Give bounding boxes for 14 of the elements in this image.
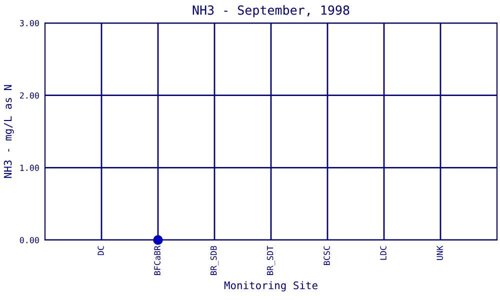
y-tick-label: 1.00 (20, 164, 39, 171)
x-tick-label: LDC (380, 246, 386, 260)
x-tick-label: UNK (436, 246, 443, 260)
x-tick-label: BR_SDB (210, 246, 219, 275)
x-axis-title: Monitoring Site (224, 281, 318, 292)
x-tick-label: BCSC (324, 246, 330, 265)
chart-title: NH3 - September, 1998 (192, 5, 350, 18)
y-axis-title: NH3 - mg/L as N (4, 85, 14, 178)
x-tick-label: BFCaBR (154, 246, 160, 275)
y-tick-label: 0.00 (20, 237, 39, 244)
y-tick-label: 3.00 (20, 20, 39, 26)
x-tick-label: BR_SDT (266, 246, 276, 275)
y-tick-label: 2.00 (20, 92, 39, 99)
x-tick-label: DC (98, 246, 104, 256)
